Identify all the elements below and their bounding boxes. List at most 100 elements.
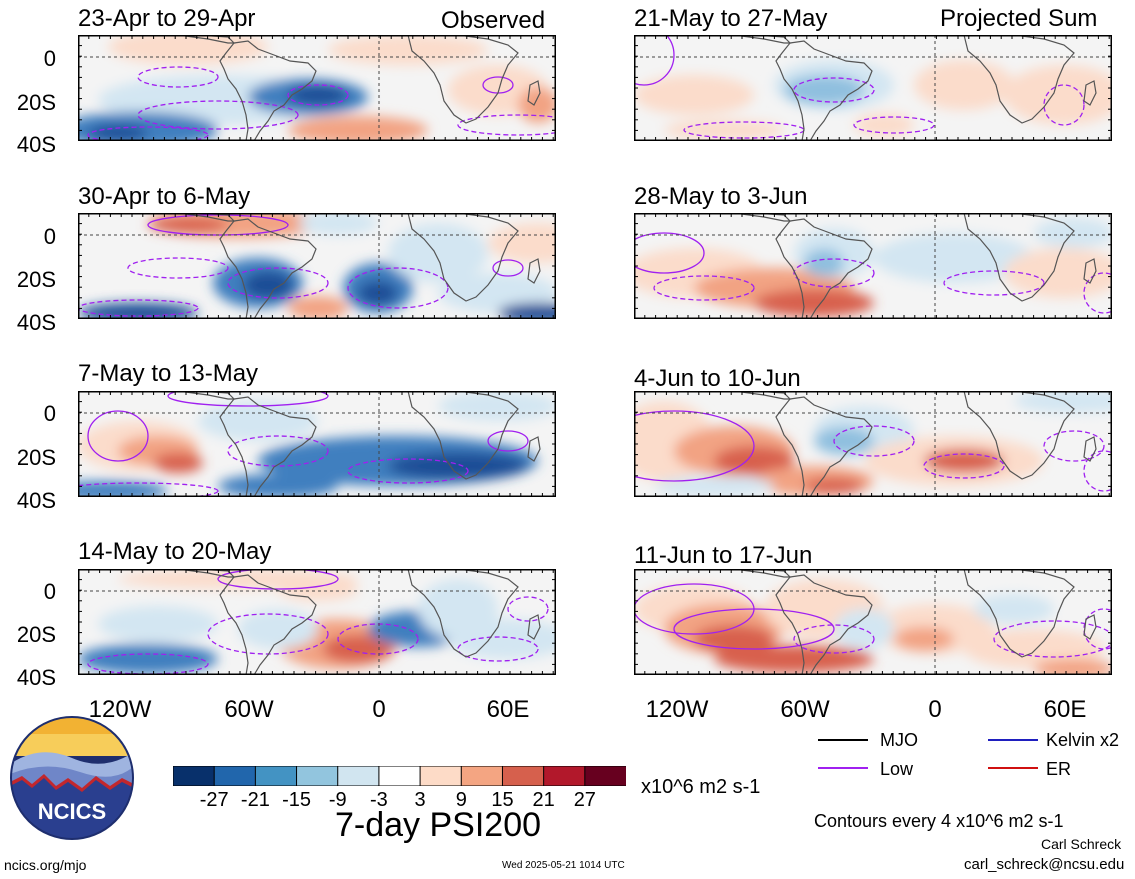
anomaly-shading [358, 281, 398, 305]
colorbar-swatch [213, 765, 257, 787]
anomaly-shading [1004, 248, 1112, 298]
colorbar-swatch [172, 765, 216, 787]
map-frame [634, 35, 1112, 141]
anomaly-shading [238, 609, 318, 649]
lon-label-60e: 60E [486, 696, 530, 723]
anomaly-shading [664, 120, 784, 140]
panel-title: 28-May to 3-Jun [634, 183, 808, 210]
map-frame [634, 391, 1112, 497]
lat-label-40s: 40S [16, 665, 56, 690]
anomaly-shading [278, 577, 358, 601]
ncics-logo: NCICS [10, 716, 134, 840]
anomaly-shading [784, 300, 864, 316]
anomaly-shading [78, 481, 168, 497]
lon-label-0: 0 [928, 696, 942, 723]
coastline [775, 40, 873, 141]
anomaly-shading [634, 75, 754, 115]
anomaly-shading [1004, 65, 1112, 125]
colorbar-units: x10^6 m2 s-1 [641, 776, 761, 798]
coastline [219, 574, 317, 675]
low-contour [337, 623, 419, 655]
coastline [527, 614, 541, 640]
coastline [219, 40, 317, 141]
colorbar [172, 765, 628, 787]
lat-label-0: 0 [43, 46, 56, 71]
anomaly-shading [518, 87, 556, 123]
colorbar-tick-label: 21 [532, 789, 555, 811]
panel-title: 30-Apr to 6-May [78, 183, 251, 210]
lat-label-20s: 20S [16, 90, 56, 115]
map-panel [78, 35, 556, 141]
panel-title: 11-Jun to 17-Jun [634, 542, 813, 569]
anomaly-shading [914, 60, 1014, 110]
site-url: ncics.org/mjo [4, 857, 87, 873]
coastline [1083, 614, 1097, 640]
low-contour [127, 257, 229, 279]
low-contour [1043, 430, 1105, 462]
anomaly-shading [198, 401, 318, 441]
map-panel [634, 391, 1112, 497]
anomaly-shading [78, 644, 218, 674]
colorbar-tick-label: 15 [491, 789, 514, 811]
colorbar-swatch [501, 765, 545, 787]
colorbar-swatch [337, 765, 380, 787]
low-contour [793, 624, 875, 654]
lon-label-0: 0 [372, 696, 386, 723]
legend-label-low: Low [880, 759, 914, 779]
colorbar-swatch [378, 765, 422, 787]
coastline [775, 218, 873, 319]
lat-label-40s: 40S [16, 132, 56, 157]
colorbar-tick-label: 9 [455, 789, 467, 811]
colorbar-tick-label: -3 [370, 789, 388, 811]
anomaly-shading [298, 213, 378, 235]
colorbar-swatch [584, 765, 628, 787]
panel-title: 4-Jun to 10-Jun [634, 365, 801, 392]
panel-title: 7-May to 13-May [78, 360, 259, 387]
low-contour [227, 267, 329, 299]
anomaly-shading [974, 594, 1054, 624]
colorbar-swatch [543, 765, 586, 787]
map-panel [634, 569, 1112, 675]
timestamp: Wed 2025-05-21 1014 UTC [502, 860, 625, 871]
colorbar-tick-label: -9 [328, 789, 347, 811]
low-contour [78, 299, 199, 317]
anomaly-shading [288, 85, 348, 105]
anomaly-shading [834, 609, 894, 649]
anomaly-shading [288, 296, 348, 319]
colorbar-tick-label: -21 [240, 789, 270, 811]
anomaly-shading [814, 427, 874, 455]
map-frame [78, 213, 556, 319]
anomaly-shading [98, 606, 218, 642]
map-canvas [634, 213, 1112, 319]
low-contour [167, 391, 329, 407]
coastline [775, 396, 873, 497]
anomaly-shading [88, 125, 148, 141]
colorbar-swatch [296, 765, 339, 787]
low-contour [87, 653, 209, 675]
anomaly-shading [804, 249, 844, 277]
low-contour [492, 259, 524, 277]
anomaly-shading [964, 629, 1104, 669]
lon-label-60w: 60W [780, 696, 830, 723]
low-contour [833, 425, 915, 457]
coastline [527, 258, 541, 284]
lat-label-40s: 40S [16, 488, 56, 513]
panel-title: 23-Apr to 29-Apr [78, 5, 256, 32]
low-contour [137, 100, 299, 130]
coastline [1083, 258, 1097, 284]
colorbar-tick-label: 3 [414, 789, 426, 811]
lat-label-20s: 20S [16, 622, 56, 647]
low-contour [227, 435, 329, 467]
anomaly-shading [323, 635, 393, 663]
panel-title: 14-May to 20-May [78, 538, 272, 565]
colorbar-swatch [254, 765, 298, 787]
anomaly-shading [714, 645, 874, 673]
contour-note: Contours every 4 x10^6 m2 s-1 [814, 811, 1064, 831]
anomaly-shading [854, 113, 914, 137]
coastline [219, 218, 317, 319]
lat-label-0: 0 [43, 224, 56, 249]
anomaly-shading [654, 476, 774, 496]
map-panel [634, 213, 1112, 319]
low-contour [634, 35, 675, 86]
author-email: carl_schreck@ncsu.edu [964, 856, 1125, 873]
